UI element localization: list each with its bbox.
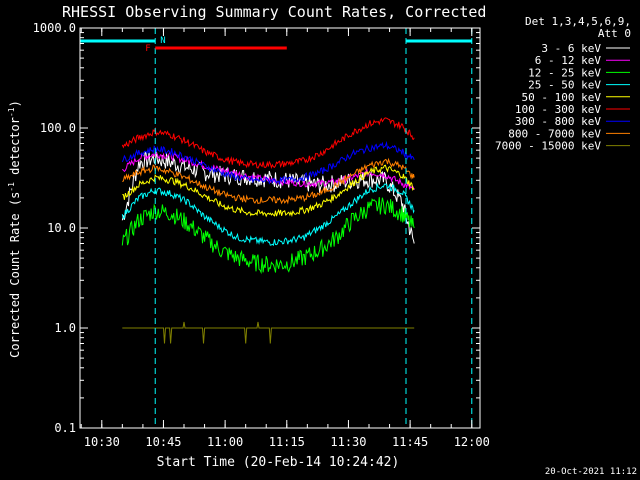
night-flag-label: N [160,36,165,46]
flare-flag-label: F [145,44,150,54]
series-5 [122,164,415,218]
series-line [122,321,415,344]
legend-label: 6 - 12 keV [535,54,602,67]
series-3 [121,197,415,275]
legend-label: 50 - 100 keV [522,91,602,104]
y-tick-label: 1.0 [54,321,76,335]
series-layer [121,117,415,344]
series-line [122,157,415,205]
y-tick-label: 1000.0 [33,21,76,35]
y-tick-label: 0.1 [54,421,76,435]
x-tick-label: 11:00 [207,435,243,449]
series-1 [121,149,415,244]
y-tick-label: 10.0 [47,221,76,235]
series-line [121,117,415,170]
legend-label: 12 - 25 keV [528,66,601,79]
series-9 [122,321,415,344]
legend-label: 100 - 300 keV [515,103,601,116]
x-tick-label: 11:30 [330,435,366,449]
axes-layer: 0.1 1.0 10.0 100.0 1000.0 10:30 10:45 11:00 11:1… [33,21,490,449]
legend-label: 800 - 7000 keV [508,127,601,140]
x-tick-label: 11:45 [392,435,428,449]
legend-label: 25 - 50 keV [528,79,601,92]
chart-title: RHESSI Observing Summary Count Rates, Co… [62,3,486,21]
x-axis-label: Start Time (20-Feb-14 10:24:42) [157,455,400,470]
y-tick-label: 100.0 [40,121,76,135]
series-line [121,140,415,186]
legend-header-line2: Att 0 [598,27,631,40]
series-4 [121,182,415,247]
series-line [121,197,415,275]
series-6 [121,117,415,170]
series-8 [122,157,415,205]
x-tick-label: 10:30 [84,435,120,449]
x-tick-label: 10:45 [145,435,181,449]
legend-label: 7000 - 15000 keV [495,140,601,153]
series-line [121,149,415,244]
legend-label: 3 - 6 keV [541,42,601,55]
timestamp-label: 20-Oct-2021 11:12 [545,467,637,477]
series-7 [121,140,415,186]
legend-header-line1: Det 1,3,4,5,6,9, [525,15,631,28]
y-axis-label: Corrected Count Rate (s-1 detector-1) [7,100,22,358]
series-line [121,182,415,247]
x-tick-label: 12:00 [454,435,490,449]
legend-label: 300 - 800 keV [515,115,601,128]
x-tick-label: 11:15 [269,435,305,449]
series-line [122,164,415,218]
